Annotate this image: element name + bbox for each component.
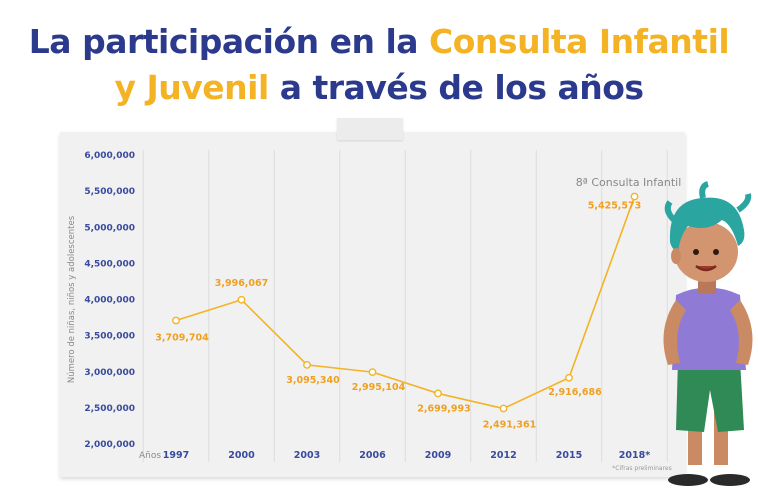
data-label: 2,699,993: [417, 403, 471, 414]
data-label: 2,491,361: [483, 419, 537, 430]
chart-footnote: *Cifras preliminares: [612, 465, 671, 472]
x-tick-label: 2006: [359, 450, 386, 461]
x-tick-label: 2009: [425, 450, 451, 461]
y-tick-label: 5,500,000: [84, 187, 135, 197]
data-point: [630, 192, 639, 201]
tape-decoration: [337, 118, 403, 140]
title-text: La participación en la: [28, 22, 430, 61]
x-tick-label: 1997: [163, 450, 189, 461]
x-tick-label: 2012: [490, 450, 516, 461]
data-label: 3,996,067: [215, 278, 269, 289]
y-tick-label: 3,000,000: [84, 368, 135, 378]
data-label: 3,095,340: [286, 375, 340, 386]
data-label: 2,995,104: [352, 382, 406, 393]
x-tick-label: 2018*: [619, 450, 650, 461]
title-highlight: y Juvenil: [114, 68, 269, 107]
data-point: [172, 316, 180, 325]
x-axis-prefix: Años: [139, 451, 161, 461]
y-tick-label: 5,000,000: [84, 223, 135, 233]
data-point: [368, 368, 377, 377]
y-tick-label: 4,500,000: [84, 259, 135, 269]
y-tick-label: 2,500,000: [84, 404, 135, 414]
page-title-line-1: La participación en la Consulta Infantil: [0, 22, 758, 61]
data-label: 3,709,704: [155, 332, 209, 343]
data-label: 2,916,686: [548, 387, 602, 398]
data-point: [565, 373, 573, 382]
y-axis-label: Número de niñas, niños y adolescentes: [67, 215, 77, 383]
x-tick-label: 2000: [228, 450, 255, 461]
chart-card: [60, 132, 685, 477]
y-tick-label: 3,500,000: [84, 332, 135, 342]
series-line: [175, 196, 636, 410]
title-highlight: Consulta Infantil: [429, 22, 730, 61]
data-point: [237, 295, 246, 304]
chart-annotation: 8ª Consulta Infantil: [576, 176, 682, 189]
child-illustration: [663, 181, 753, 486]
data-point: [499, 404, 508, 413]
y-tick-label: 6,000,000: [84, 151, 135, 161]
x-tick-label: 2003: [294, 450, 320, 461]
data-point: [434, 389, 442, 398]
x-tick-label: 2015: [556, 450, 582, 461]
y-tick-label: 2,000,000: [84, 440, 135, 450]
page-title-line-2: y Juvenil a través de los años: [0, 68, 758, 107]
data-point: [303, 360, 311, 369]
data-label: 5,425,573: [588, 201, 642, 212]
title-text: a través de los años: [268, 68, 644, 107]
y-tick-label: 4,000,000: [84, 296, 135, 306]
